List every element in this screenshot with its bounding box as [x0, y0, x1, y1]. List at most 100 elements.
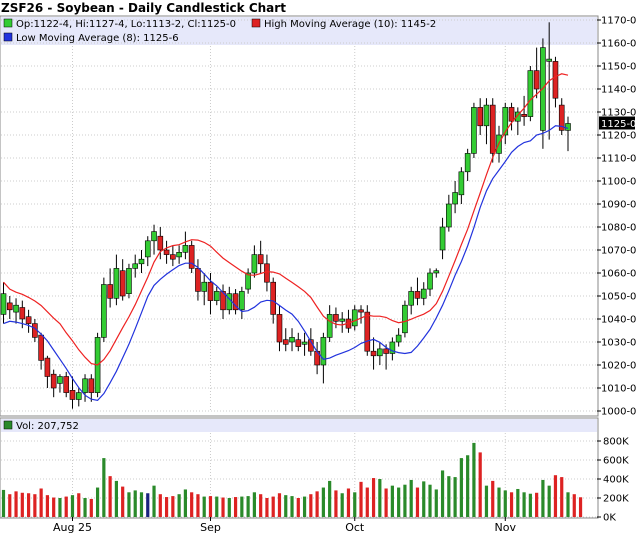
candle-body: [333, 314, 339, 322]
candle: [301, 332, 308, 356]
volume-bar: [52, 497, 56, 517]
date-tick-label: Sep: [200, 521, 221, 534]
volume-bar: [447, 476, 451, 517]
volume-bar: [14, 491, 18, 517]
price-tick-label: 1070-0: [601, 246, 636, 257]
candle: [527, 66, 534, 122]
candle-body: [458, 171, 465, 196]
volume-bar: [183, 489, 187, 517]
volume-bar: [227, 498, 231, 517]
candle: [383, 344, 389, 370]
date-tick-label: Oct: [345, 521, 365, 534]
volume-bar: [553, 475, 558, 517]
volume-bars-layer: [1, 442, 583, 517]
volume-bar: [271, 496, 275, 517]
candle: [395, 328, 402, 347]
volume-bar: [102, 458, 106, 517]
candle: [201, 273, 208, 306]
price-tick-label: 1080-0: [601, 223, 636, 234]
volume-bar: [177, 494, 181, 517]
candle-body: [251, 254, 258, 274]
candle: [389, 337, 396, 361]
volume-bar: [440, 470, 445, 517]
candle-body: [439, 226, 446, 251]
candle: [414, 277, 421, 306]
volume-bar: [215, 496, 219, 517]
price-tick-label: 1100-0: [601, 177, 636, 188]
candle-body: [446, 203, 452, 228]
volume-bar: [491, 480, 495, 517]
volume-bar: [158, 494, 162, 517]
candle-body: [552, 61, 559, 99]
candle-body: [289, 337, 295, 343]
volume-bar: [422, 481, 426, 517]
candle-body: [521, 114, 527, 117]
volume-bar: [578, 497, 583, 517]
candle-body: [264, 263, 270, 283]
volume-bar: [240, 496, 244, 517]
volume-bar: [64, 496, 68, 517]
candle-body: [326, 314, 333, 338]
candle: [326, 305, 333, 342]
candle-body: [182, 245, 189, 253]
candle: [13, 298, 19, 324]
candle-body: [126, 268, 132, 294]
candle-body: [82, 378, 88, 393]
last-price-label: 1125-0: [601, 119, 636, 130]
candle-body: [515, 111, 521, 122]
price-tick-label: 1040-0: [601, 315, 636, 326]
candle-body: [364, 311, 371, 352]
candle-body: [420, 288, 427, 299]
volume-bar: [296, 498, 300, 517]
price-tick-label: 1010-0: [601, 384, 636, 395]
candle-body: [75, 392, 82, 400]
price-tick-label: 1020-0: [601, 361, 636, 372]
volume-bar: [246, 496, 250, 517]
candle: [25, 309, 32, 333]
volume-bar: [509, 492, 514, 517]
candle-body: [6, 302, 13, 311]
volume-bar: [466, 455, 470, 517]
candle: [195, 259, 201, 301]
volume-bar: [146, 493, 150, 517]
candle-body: [270, 281, 277, 315]
candle: [0, 282, 7, 324]
price-tick-label: 1130-0: [601, 108, 636, 119]
volume-bar: [114, 480, 118, 517]
candle: [144, 236, 151, 267]
candle-body: [119, 270, 126, 297]
candle-body: [427, 272, 433, 290]
candle-body: [508, 107, 515, 122]
candle: [295, 332, 302, 352]
volume-tick-label: 600K: [603, 456, 629, 467]
volume-tick-label: 200K: [603, 494, 629, 505]
candle-body: [489, 104, 496, 154]
volume-legend-swatch: [3, 420, 13, 430]
candle: [163, 240, 170, 264]
volume-bar: [321, 487, 325, 517]
volume-bar: [434, 489, 438, 517]
volume-bar: [1, 489, 6, 517]
candle: [50, 369, 57, 398]
candle: [452, 181, 458, 214]
legend-swatch-ohlc: [3, 18, 13, 28]
legend: Op:1122-4, Hi:1127-4, Lo:1113-2, Cl:1125…: [3, 18, 436, 44]
candle: [132, 254, 139, 278]
volume-bar: [58, 498, 62, 517]
candle: [113, 254, 120, 306]
candle: [521, 95, 527, 126]
candle: [377, 342, 383, 365]
candle-body: [452, 192, 458, 205]
candle-body: [151, 231, 157, 242]
volume-bar: [290, 496, 294, 517]
candle-body: [383, 348, 389, 354]
volume-bar: [139, 492, 144, 517]
legend-band: [1, 17, 597, 45]
candle-body: [138, 258, 145, 265]
volume-bar: [95, 487, 100, 517]
candle-body: [245, 272, 251, 290]
volume-tick-label: 400K: [603, 475, 629, 486]
volume-bar: [152, 485, 156, 517]
high-moving-average-line: [3, 73, 569, 366]
candle: [75, 388, 82, 407]
